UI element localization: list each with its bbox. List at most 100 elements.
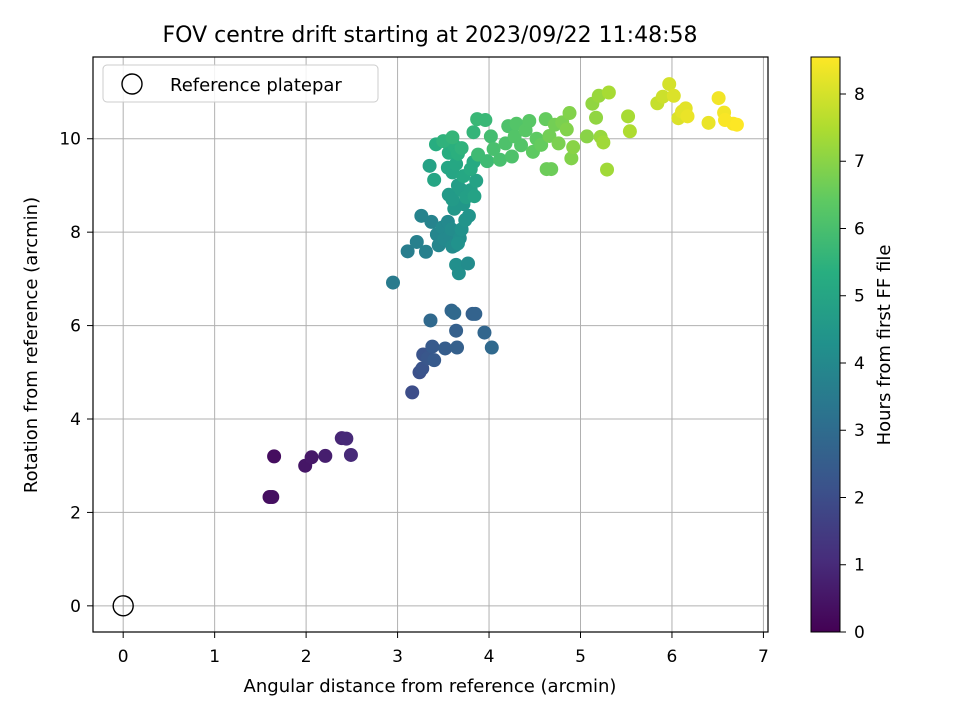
data-points — [112, 77, 744, 617]
colorbar: 0 1 2 3 4 5 6 7 8 Hours from first FF file — [810, 56, 895, 643]
y-tick-label: 8 — [70, 223, 81, 243]
legend: Reference platepar — [102, 64, 379, 103]
data-point — [318, 448, 333, 463]
colorbar-tick-label: 6 — [854, 219, 865, 239]
colorbar-tick-label: 7 — [854, 152, 865, 172]
data-point — [447, 305, 462, 320]
y-axis-label: Rotation from reference (arcmin) — [21, 197, 42, 493]
data-point — [427, 353, 442, 368]
data-point — [427, 172, 442, 187]
data-point — [409, 234, 424, 249]
data-point — [414, 208, 429, 223]
data-point — [662, 77, 677, 92]
data-point — [564, 151, 579, 166]
plot-frame — [92, 56, 769, 633]
data-point — [478, 113, 493, 128]
data-point — [514, 138, 529, 153]
data-point — [589, 110, 604, 125]
data-point — [544, 162, 559, 177]
data-point — [438, 341, 453, 356]
data-point — [444, 222, 459, 237]
data-point — [467, 189, 482, 204]
legend-label-reference: Reference platepar — [170, 75, 342, 96]
colorbar-tick-label: 2 — [854, 488, 865, 508]
colorbar-ticks: 0 1 2 3 4 5 6 7 8 — [840, 85, 865, 643]
data-point — [424, 214, 439, 229]
data-point — [265, 490, 280, 505]
data-point — [461, 208, 476, 223]
x-tick-label: 7 — [758, 647, 769, 667]
data-point — [466, 125, 481, 140]
colorbar-label: Hours from first FF file — [874, 245, 895, 446]
colorbar-tick-label: 0 — [854, 623, 865, 643]
data-point — [423, 313, 438, 328]
colorbar-tick-label: 5 — [854, 287, 865, 307]
data-point — [711, 91, 726, 106]
data-point — [701, 115, 716, 130]
y-tick-label: 10 — [59, 130, 81, 150]
colorbar-tick-label: 1 — [854, 556, 865, 576]
data-point — [468, 306, 483, 321]
data-point — [600, 162, 615, 177]
data-point — [484, 340, 499, 355]
data-point — [405, 385, 420, 400]
colorbar-tick-label: 3 — [854, 421, 865, 441]
legend-box — [102, 64, 379, 103]
data-point — [655, 89, 670, 104]
data-point — [267, 449, 282, 464]
data-point — [483, 129, 498, 144]
x-tick-label: 2 — [301, 647, 312, 667]
data-point — [422, 158, 437, 173]
data-point — [562, 106, 577, 121]
data-point — [477, 325, 492, 340]
colorbar-tick-label: 8 — [854, 85, 865, 105]
data-point — [596, 135, 611, 150]
legend-marker-reference — [121, 73, 143, 95]
data-point — [559, 122, 574, 137]
data-point — [469, 173, 484, 188]
x-axis-label: Angular distance from reference (arcmin) — [244, 676, 617, 697]
data-point — [566, 140, 581, 155]
data-point — [418, 244, 433, 259]
data-point — [493, 152, 508, 167]
x-tick-label: 1 — [209, 647, 220, 667]
data-point — [480, 154, 495, 169]
data-point — [449, 323, 464, 338]
x-tick-label: 3 — [392, 647, 403, 667]
data-point — [666, 88, 681, 103]
data-point — [343, 447, 358, 462]
data-point — [415, 361, 430, 376]
data-point — [579, 129, 594, 144]
data-point — [486, 142, 501, 157]
data-point — [450, 340, 465, 355]
colorbar-gradient — [810, 56, 841, 633]
y-tick-label: 0 — [70, 597, 81, 617]
data-point — [680, 109, 695, 124]
data-point — [461, 256, 475, 271]
data-point — [425, 339, 440, 354]
y-tick-label: 6 — [70, 317, 81, 337]
x-tick-label: 4 — [484, 647, 495, 667]
y-tick-label: 4 — [70, 410, 81, 430]
x-tick-label: 6 — [667, 647, 678, 667]
reference-platepar-marker — [112, 595, 134, 617]
data-point — [621, 109, 636, 124]
data-point — [601, 85, 616, 100]
y-tick-label: 2 — [70, 503, 81, 523]
colorbar-tick-label: 4 — [854, 354, 865, 374]
data-point — [400, 244, 415, 259]
data-point — [339, 431, 354, 446]
chart-title: FOV centre drift starting at 2023/09/22 … — [163, 23, 698, 48]
data-point — [454, 141, 469, 156]
data-point — [450, 236, 465, 251]
data-point — [445, 130, 460, 145]
data-point — [551, 136, 566, 151]
x-tick-label: 0 — [118, 647, 129, 667]
data-point — [451, 266, 466, 281]
data-point — [304, 450, 319, 465]
x-tick-label: 5 — [575, 647, 586, 667]
data-point — [622, 124, 637, 139]
data-point — [386, 275, 400, 290]
axis-ticks: 0 1 2 3 4 5 6 7 0 2 4 6 8 10 — [59, 130, 768, 667]
